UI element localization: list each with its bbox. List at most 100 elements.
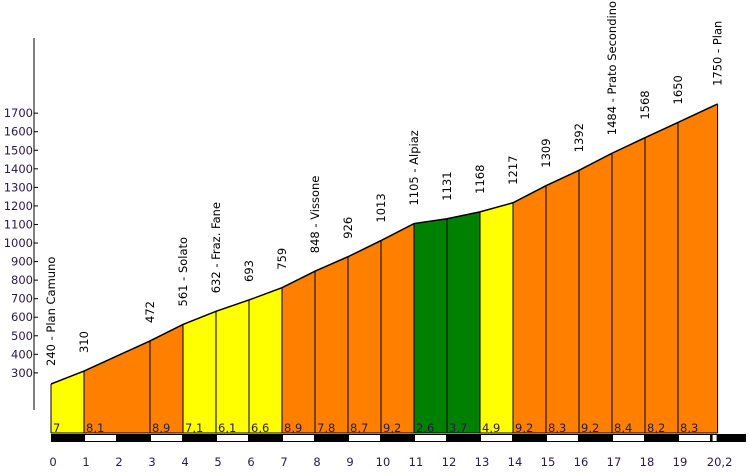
y-axis: 300 400 500 600 700 800 900 1000 1100 1200 1300 140… [4,38,38,410]
gradient-label: 7 [53,421,60,435]
y-tick-label: 1400 [4,162,33,176]
ruler-white-block [547,435,578,441]
profile-lines [50,103,719,434]
segment-4 [216,299,249,433]
x-tick-label: 7 [280,455,287,469]
elevation-label: 1168 [473,165,487,194]
x-tick-label: 12 [442,455,457,469]
elevation-label: 1484 - Prato Secondino [605,1,619,135]
segment-12 [480,202,513,433]
elevation-label: 759 [275,248,289,270]
elevation-label: 1105 - Alpiaz [407,130,421,205]
segment-2 [150,324,183,433]
y-tick-label: 1700 [4,106,33,120]
y-tick-label: 500 [11,329,33,343]
gradient-label: 8,9 [152,421,170,435]
y-tick-label: 1100 [4,217,33,231]
y-tick-label: 1200 [4,199,33,213]
x-tick-label: 3 [148,455,155,469]
ruler-white-block [85,435,116,441]
elevation-label: 1650 [671,75,685,104]
gradient-label: 2,6 [416,421,434,435]
gradient-label: 8,9 [284,421,302,435]
elevation-label: 926 [341,217,355,239]
x-tick-label: 15 [541,455,556,469]
segment-8 [348,240,381,433]
segment-14 [546,170,579,433]
gradient-label: 9,2 [515,421,533,435]
x-tick-label: 4 [181,455,188,469]
segment-11 [447,211,480,433]
y-tick-label: 700 [11,292,33,306]
elevation-label: 1013 [374,193,388,222]
elevation-label: 848 - Vissone [308,176,322,254]
x-tick-label: 9 [346,455,353,469]
profile-line [50,103,718,385]
ruler-white-block [217,435,248,441]
elevation-label: 693 [242,260,256,282]
segment-17 [645,122,678,433]
ruler-bar [51,434,746,442]
segment-15 [579,153,612,433]
segment-10 [414,218,447,433]
gradient-label: 9,2 [383,421,401,435]
gradient-label: 8,4 [614,421,632,435]
x-tick-label: 19 [673,455,688,469]
x-tick-label: 17 [607,455,622,469]
x-tick-label: 8 [313,455,320,469]
gradient-label: 3,7 [449,421,467,435]
gradient-label: 9,2 [581,421,599,435]
y-tick-label: 900 [11,255,33,269]
elevation-label: 1217 [506,155,520,184]
segment-0 [51,371,84,433]
x-tick-label: 0 [49,455,56,469]
gradient-label: 6,6 [251,421,269,435]
ruler-white-block [613,435,644,441]
ruler-white-block [349,435,380,441]
elevation-label: 240 - Plan Camuno [44,257,58,366]
y-tick-label: 600 [11,310,33,324]
segment-16 [612,137,645,433]
elevation-label: 561 - Solato [176,237,190,307]
ruler-white-block [679,435,710,441]
y-tick-label: 800 [11,273,33,287]
elevation-label: 1568 [638,90,652,119]
segment-13 [513,185,546,433]
km-ruler: 0 1 2 3 4 5 6 7 8 9 10 11 12 13 14 15 16 17 18 19 20,2 [49,434,746,469]
gradient-label: 7,8 [317,421,335,435]
elevation-label: 1750 - Plan [711,21,725,86]
segment-9 [381,223,414,433]
gradient-label: 4,9 [482,421,500,435]
y-tick-label: 400 [11,347,33,361]
elevation-label: 472 [143,301,157,323]
segment-6 [282,271,315,433]
y-tick-label: 1000 [4,236,33,250]
ruler-white-block [283,435,314,441]
y-tick-label: 1600 [4,125,33,139]
ruler-white-block [415,435,446,441]
segment-18 [678,103,718,434]
gradient-label: 8,2 [647,421,665,435]
segment-1 [84,340,150,433]
elevation-label: 1309 [539,138,553,167]
labels: 7 8,1 8,9 7,1 6,1 6,6 8,9 7,8 8,7 9,2 2,6 3,7 4,9 9,2… [44,1,725,435]
gradient-label: 8,7 [350,421,368,435]
y-tick-label: 1300 [4,180,33,194]
y-tick-label: 1500 [4,143,33,157]
gradient-label: 6,1 [218,421,236,435]
elevation-label: 1392 [572,123,586,152]
elevation-label: 632 - Fraz. Fane [209,202,223,293]
x-tick-label: 20,2 [707,455,733,469]
x-tick-label: 1 [82,455,89,469]
x-tick-label: 5 [214,455,221,469]
y-tick-label: 300 [11,366,33,380]
segment-5 [249,287,282,433]
x-tick-label: 2 [115,455,122,469]
x-tick-label: 13 [475,455,490,469]
x-tick-label: 11 [409,455,424,469]
x-tick-label: 18 [640,455,655,469]
segment-3 [183,311,216,433]
ruler-white-block [151,435,182,441]
elevation-label: 310 [77,331,91,353]
